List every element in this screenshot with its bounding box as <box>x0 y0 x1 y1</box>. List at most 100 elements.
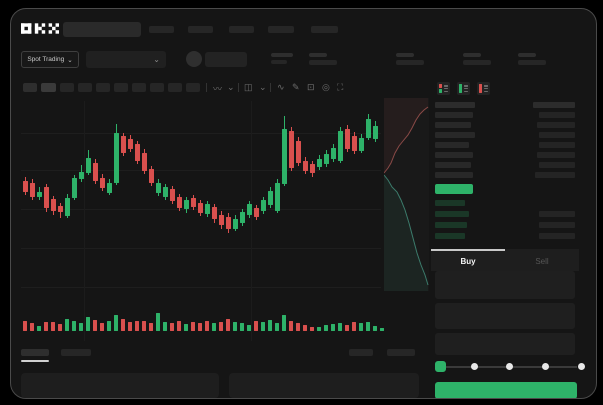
ask-row[interactable] <box>537 152 575 158</box>
ask-row[interactable] <box>435 122 471 128</box>
nav-item[interactable] <box>149 26 174 33</box>
volume-bar <box>128 322 132 331</box>
timeframe-button-active[interactable] <box>41 83 56 92</box>
stat-value-skeleton <box>463 60 491 65</box>
ask-row[interactable] <box>537 122 575 128</box>
volume-bar <box>247 325 251 331</box>
total-field[interactable] <box>435 333 575 355</box>
ask-row[interactable] <box>435 112 473 118</box>
orderbook-view-asks-icon[interactable] <box>477 82 490 95</box>
market-type-label: Spot Trading <box>27 56 65 63</box>
slider-dot[interactable] <box>542 363 549 370</box>
timeframe-button[interactable] <box>186 83 200 92</box>
price-field[interactable] <box>435 271 575 299</box>
slider-handle[interactable] <box>435 361 446 372</box>
amount-field[interactable] <box>435 303 575 329</box>
ask-row[interactable] <box>435 162 471 168</box>
volume-bar <box>79 323 83 331</box>
settings-icon[interactable]: ◎ <box>322 82 330 92</box>
volume-bar <box>275 323 279 331</box>
draw-icon[interactable]: ✎ <box>292 82 300 92</box>
orders-tab-active[interactable] <box>21 349 49 356</box>
volume-bar <box>191 322 195 331</box>
candlestick <box>254 208 259 217</box>
chevron-down-icon[interactable]: ⌄ <box>259 82 267 92</box>
ask-row[interactable] <box>435 142 469 148</box>
nav-item[interactable] <box>229 26 254 33</box>
timeframe-button[interactable] <box>150 83 164 92</box>
bid-row[interactable] <box>539 233 575 239</box>
slider-dot[interactable] <box>578 363 585 370</box>
volume-bar <box>100 323 104 331</box>
candlestick <box>366 119 371 138</box>
bid-row[interactable] <box>435 233 465 239</box>
depth-chart[interactable] <box>383 98 429 291</box>
ask-row[interactable] <box>535 172 575 178</box>
timeframe-button[interactable] <box>114 83 128 92</box>
timeframe-button[interactable] <box>23 83 37 92</box>
timeframe-button[interactable] <box>168 83 182 92</box>
orders-action[interactable] <box>349 349 373 356</box>
candlestick <box>135 144 140 161</box>
bid-row[interactable] <box>435 200 465 206</box>
orderbook-view-both-icon[interactable] <box>437 82 450 95</box>
candlestick <box>240 212 245 223</box>
line-tool-icon[interactable]: ∿ <box>277 82 285 92</box>
timeframe-button[interactable] <box>132 83 146 92</box>
tab-buy[interactable]: Buy <box>431 249 505 271</box>
orderbook-view-bids-icon[interactable] <box>457 82 470 95</box>
candlestick <box>44 187 49 208</box>
last-price-row[interactable] <box>435 184 473 194</box>
volume-bar <box>268 320 272 331</box>
volume-bar <box>296 323 300 331</box>
slider-dot[interactable] <box>471 363 478 370</box>
ask-row[interactable] <box>435 132 475 138</box>
ask-row[interactable] <box>539 132 575 138</box>
ask-row[interactable] <box>435 172 473 178</box>
buy-button[interactable] <box>435 382 577 398</box>
volume-bar <box>303 325 307 331</box>
ask-row[interactable] <box>539 162 575 168</box>
tab-sell[interactable]: Sell <box>535 256 549 266</box>
chevron-down-icon: ⌄ <box>67 56 73 64</box>
timeframe-button[interactable] <box>60 83 74 92</box>
avatar[interactable] <box>186 51 202 67</box>
orders-panel <box>21 373 219 398</box>
bid-row[interactable] <box>539 211 575 217</box>
volume-bar <box>149 323 153 331</box>
timeframe-button[interactable] <box>96 83 110 92</box>
candle-style-icon[interactable]: ◫ <box>244 82 253 92</box>
header-button[interactable] <box>205 52 247 67</box>
volume-bar <box>44 322 48 331</box>
ask-row[interactable] <box>539 112 575 118</box>
ask-row[interactable] <box>435 152 473 158</box>
search-input[interactable] <box>63 22 141 37</box>
indicator-icon[interactable]: 〰 <box>213 84 223 94</box>
chevron-down-icon[interactable]: ⌄ <box>227 82 235 92</box>
candlestick <box>205 204 210 214</box>
slider-dot[interactable] <box>506 363 513 370</box>
orderbook-header[interactable] <box>533 102 575 108</box>
okx-logo[interactable] <box>21 22 59 35</box>
volume-bar <box>93 320 97 331</box>
nav-item[interactable] <box>188 26 213 33</box>
ask-row[interactable] <box>539 142 575 148</box>
candlestick <box>212 207 217 219</box>
candlestick <box>30 183 35 197</box>
candlestick <box>163 187 168 197</box>
fullscreen-icon[interactable]: ⛶ <box>337 82 344 92</box>
bid-row[interactable] <box>539 222 575 228</box>
timeframe-button[interactable] <box>78 83 92 92</box>
volume-bar <box>86 317 90 331</box>
nav-item[interactable] <box>311 26 338 33</box>
volume-bar <box>51 322 55 331</box>
orders-action[interactable] <box>387 349 415 356</box>
market-type-selector[interactable]: Spot Trading ⌄ <box>21 51 79 68</box>
bid-row[interactable] <box>435 211 469 217</box>
pair-selector[interactable]: ⌄ <box>86 51 166 68</box>
screenshot-icon[interactable]: ⊡ <box>307 82 315 92</box>
orders-tab[interactable] <box>61 349 91 356</box>
orderbook-header[interactable] <box>435 102 475 108</box>
nav-item[interactable] <box>268 26 294 33</box>
bid-row[interactable] <box>435 222 467 228</box>
